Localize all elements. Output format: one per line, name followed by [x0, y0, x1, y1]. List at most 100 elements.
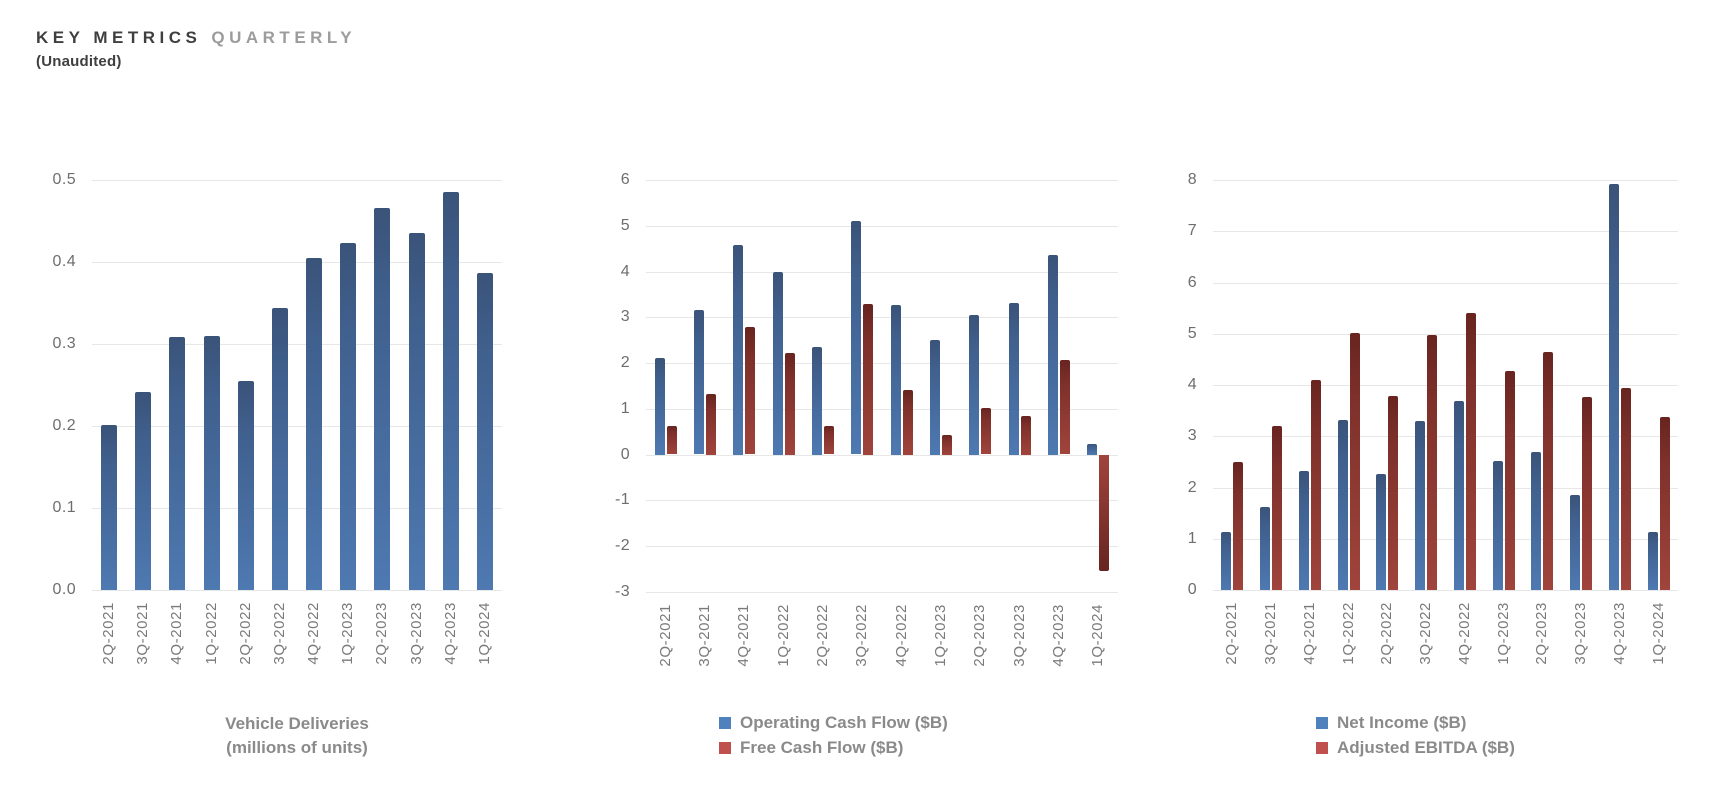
x-tick-label: 2Q-2023	[971, 604, 988, 667]
blue-bar	[1299, 471, 1309, 590]
y-tick-label: 1	[620, 400, 630, 417]
title-line: KEY METRICS QUARTERLY	[36, 28, 356, 48]
y-tick-label: 5	[1187, 325, 1197, 342]
x-tick-label: 4Q-2022	[305, 602, 322, 665]
legend-row: Operating Cash Flow ($B)	[719, 710, 948, 735]
x-tick-label: 3Q-2021	[696, 604, 713, 667]
y-tick-label: -2	[614, 537, 630, 554]
gridline	[1213, 385, 1678, 386]
y-tick-label: 0.1	[52, 499, 76, 516]
gridline	[1213, 180, 1678, 181]
blue-bar	[306, 258, 322, 590]
blue-bar	[733, 245, 743, 455]
blue-bar	[409, 233, 425, 590]
blue-bar	[340, 243, 356, 590]
gridline	[1213, 539, 1678, 540]
red-bar	[1311, 380, 1321, 590]
blue-bar	[1415, 421, 1425, 590]
x-tick-label: 4Q-2023	[442, 602, 459, 665]
y-tick-label: 2	[620, 354, 630, 371]
x-tick-label: 3Q-2023	[1572, 602, 1589, 665]
x-tick-label: 4Q-2022	[893, 604, 910, 667]
red-bar	[1388, 396, 1398, 590]
blue-bar	[1454, 401, 1464, 590]
x-tick-label: 3Q-2021	[1262, 602, 1279, 665]
y-tick-label: 7	[1187, 222, 1197, 239]
blue-bar	[204, 336, 220, 590]
legend-label: Free Cash Flow ($B)	[740, 737, 904, 757]
blue-bar	[1087, 444, 1097, 455]
red-bar	[1272, 426, 1282, 590]
blue-bar	[1009, 303, 1019, 455]
blue-bar	[930, 340, 940, 455]
gridline	[646, 500, 1118, 501]
red-bar	[1060, 360, 1070, 454]
x-tick-label: 1Q-2024	[476, 602, 493, 665]
x-tick-label: 4Q-2023	[1611, 602, 1628, 665]
legend-row: Free Cash Flow ($B)	[719, 735, 948, 760]
y-tick-label: 0.3	[52, 335, 76, 352]
blue-bar	[272, 308, 288, 590]
y-tick-label: 3	[620, 308, 630, 325]
blue-bar	[1648, 532, 1658, 590]
red-bar	[1427, 335, 1437, 590]
y-tick-label: 0.2	[52, 417, 76, 434]
legend-row: Net Income ($B)	[1316, 710, 1515, 735]
red-bar	[1021, 416, 1031, 455]
gridline	[92, 426, 502, 427]
y-tick-label: 1	[1187, 530, 1197, 547]
red-bar	[1466, 313, 1476, 590]
y-tick-label: -3	[614, 583, 630, 600]
gridline	[646, 592, 1118, 593]
red-bar	[1505, 371, 1515, 590]
x-tick-label: 1Q-2023	[932, 604, 949, 667]
blue-bar	[694, 310, 704, 454]
red-bar	[942, 435, 952, 455]
x-tick-label: 1Q-2023	[339, 602, 356, 665]
x-tick-label: 2Q-2023	[1533, 602, 1550, 665]
y-tick-label: 0.5	[52, 171, 76, 188]
legend-swatch-blue	[719, 716, 731, 729]
blue-bar	[891, 305, 901, 455]
legend-swatch-red	[1316, 741, 1328, 754]
red-bar	[903, 390, 913, 455]
blue-bar	[135, 392, 151, 590]
gridline	[646, 317, 1118, 318]
y-tick-label: -1	[614, 491, 630, 508]
gridline	[1213, 590, 1678, 591]
x-tick-label: 1Q-2024	[1089, 604, 1106, 667]
legend-label: Adjusted EBITDA ($B)	[1337, 737, 1515, 757]
blue-bar	[1493, 461, 1503, 590]
red-bar	[1350, 333, 1360, 590]
y-tick-label: 5	[620, 217, 630, 234]
gridline	[92, 590, 502, 591]
blue-bar	[1338, 420, 1348, 590]
red-bar	[745, 327, 755, 454]
chart-legend: Net Income ($B) Adjusted EBITDA ($B)	[1316, 710, 1515, 760]
red-bar	[981, 408, 991, 454]
x-tick-label: 2Q-2021	[100, 602, 117, 665]
blue-bar	[477, 273, 493, 590]
x-tick-label: 3Q-2021	[134, 602, 151, 665]
x-tick-label: 4Q-2022	[1456, 602, 1473, 665]
blue-bar	[1376, 474, 1386, 590]
y-tick-label: 2	[1187, 479, 1197, 496]
x-tick-label: 1Q-2023	[1495, 602, 1512, 665]
blue-bar	[169, 337, 185, 590]
blue-bar	[773, 272, 783, 455]
y-tick-label: 8	[1187, 171, 1197, 188]
x-tick-label: 1Q-2022	[1340, 602, 1357, 665]
x-tick-label: 2Q-2021	[657, 604, 674, 667]
blue-bar	[1609, 184, 1619, 590]
legend-swatch-blue	[1316, 716, 1328, 729]
x-tick-label: 3Q-2022	[1417, 602, 1434, 665]
gridline	[646, 363, 1118, 364]
chart-axis-title-line: (millions of units)	[226, 738, 368, 757]
x-tick-label: 3Q-2022	[271, 602, 288, 665]
x-tick-label: 4Q-2021	[735, 604, 752, 667]
chart-legend: Operating Cash Flow ($B) Free Cash Flow (…	[719, 710, 948, 760]
red-bar	[863, 304, 873, 455]
legend-label: Operating Cash Flow ($B)	[740, 712, 948, 732]
y-tick-label: 4	[1187, 376, 1197, 393]
